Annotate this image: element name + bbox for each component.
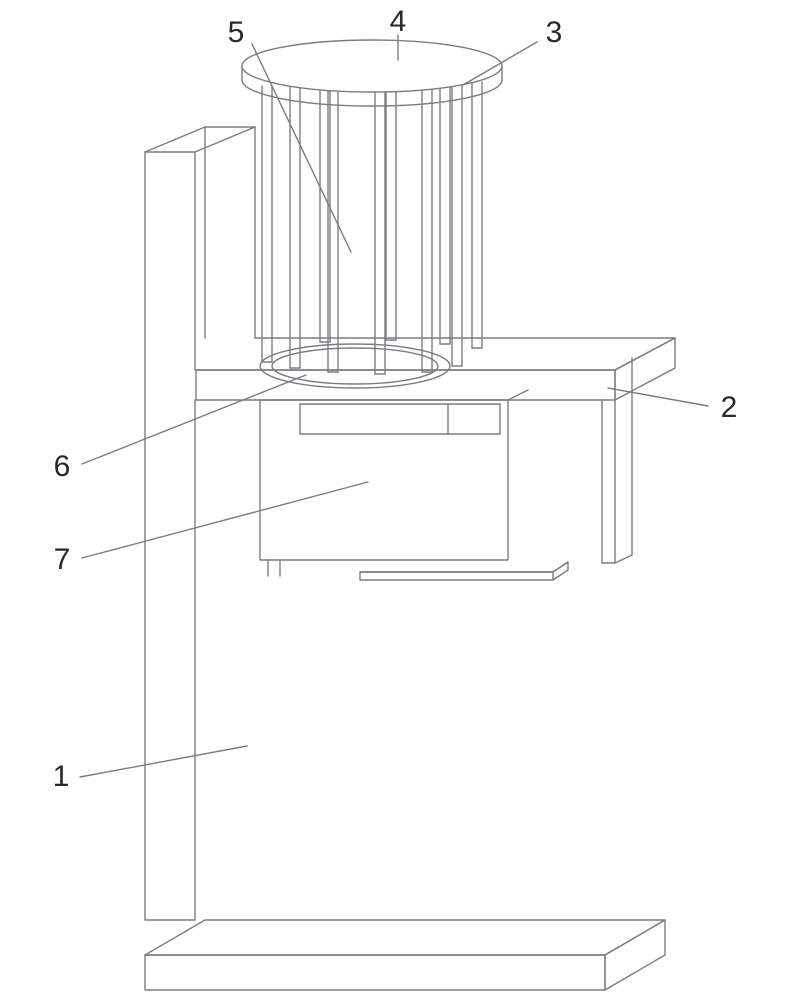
callout-label-1: 1 [53, 760, 70, 794]
callout-label-7: 7 [54, 543, 71, 577]
callout-label-5: 5 [228, 16, 245, 50]
diagram-svg [0, 0, 791, 1000]
callout-label-4: 4 [390, 5, 407, 39]
diagram-stage: 1 2 3 4 5 6 7 [0, 0, 791, 1000]
callout-label-2: 2 [721, 391, 738, 425]
callout-label-6: 6 [54, 450, 71, 484]
callout-label-3: 3 [546, 16, 563, 50]
